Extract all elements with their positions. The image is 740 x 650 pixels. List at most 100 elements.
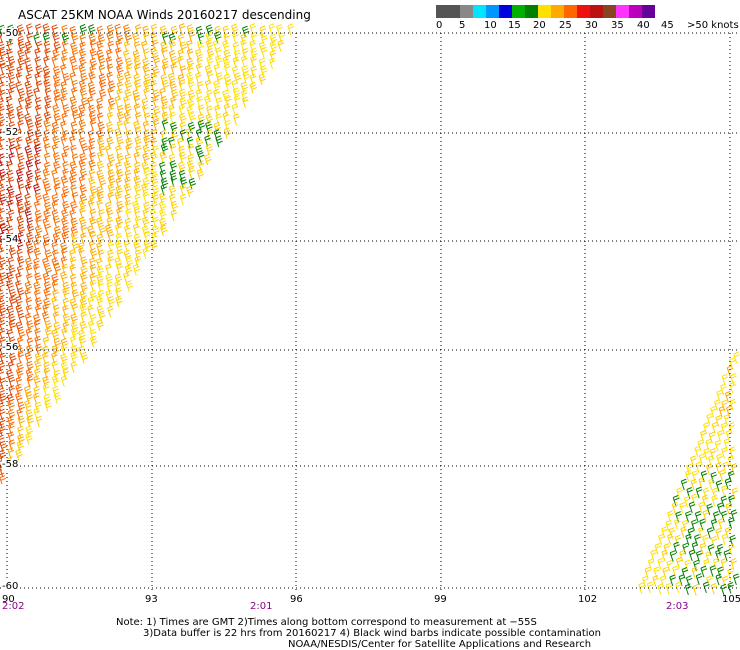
wind-barb <box>79 56 87 69</box>
wind-barb <box>52 249 59 261</box>
wind-barb <box>0 168 7 181</box>
wind-barb <box>26 273 33 285</box>
wind-barb <box>33 247 42 260</box>
wind-barb <box>709 565 717 577</box>
wind-barb <box>42 311 50 323</box>
wind-barb <box>151 232 158 245</box>
wind-barb <box>132 263 141 276</box>
wind-barb <box>170 121 178 134</box>
wind-barb <box>650 549 657 562</box>
wind-barb <box>161 103 168 116</box>
wind-barb <box>731 487 739 500</box>
wind-barb <box>675 557 683 569</box>
wind-barb <box>106 24 115 36</box>
wind-barb <box>79 289 87 302</box>
wind-barb <box>277 39 284 52</box>
wind-barb <box>81 97 89 109</box>
wind-barb <box>232 56 240 69</box>
wind-barb <box>69 55 77 68</box>
colorbar-label: 20 <box>533 20 546 31</box>
wind-barb <box>657 557 664 570</box>
wind-barb <box>132 223 140 235</box>
wind-barbs <box>0 23 740 596</box>
wind-barb <box>688 501 696 514</box>
wind-barb <box>96 273 104 285</box>
wind-barb <box>0 121 5 134</box>
wind-barb <box>214 104 221 117</box>
wind-barb <box>0 265 5 277</box>
wind-barb <box>675 581 682 594</box>
wind-barb <box>15 295 23 308</box>
wind-barb <box>114 273 123 286</box>
wind-barb <box>223 103 231 115</box>
wind-barb <box>96 103 103 116</box>
wind-barb <box>107 305 114 318</box>
lon-label-105: 105 <box>722 594 740 605</box>
wind-barb <box>35 40 43 53</box>
wind-barb <box>89 289 98 302</box>
wind-barb <box>168 136 175 149</box>
wind-barb <box>53 304 60 317</box>
wind-barb <box>96 319 104 331</box>
wind-barb <box>8 313 16 326</box>
wind-barb <box>0 440 8 453</box>
wind-barb <box>61 130 69 142</box>
wind-barb <box>107 105 115 117</box>
wind-barb <box>107 40 114 53</box>
colorbar <box>436 5 655 18</box>
wind-barb <box>33 263 40 276</box>
wind-barb <box>206 55 214 68</box>
wind-barb <box>89 216 97 228</box>
wind-barb <box>6 369 14 381</box>
wind-barb <box>26 360 34 373</box>
wind-barb <box>9 288 17 301</box>
wind-barb <box>169 111 176 124</box>
wind-barb <box>213 80 221 92</box>
wind-barb <box>43 40 51 53</box>
wind-barb <box>34 120 43 132</box>
wind-barb <box>661 526 668 538</box>
wind-barb <box>188 31 196 44</box>
wind-barb <box>123 111 132 123</box>
wind-barb <box>62 185 70 198</box>
colorbar-segment <box>590 5 603 18</box>
wind-barb <box>642 575 649 588</box>
wind-barb <box>178 103 186 116</box>
wind-barb <box>78 159 86 171</box>
wind-barb <box>646 581 654 594</box>
wind-barb <box>0 399 5 412</box>
wind-barb <box>151 191 159 204</box>
wind-barb <box>25 409 34 421</box>
wind-barb <box>250 31 258 44</box>
note-line-2: 3)Data buffer is 22 hrs from 20160217 4)… <box>143 628 601 639</box>
wind-barb <box>60 256 68 268</box>
wind-barb <box>720 558 728 570</box>
wind-barb <box>25 304 33 317</box>
wind-barb <box>723 549 731 562</box>
wind-barb <box>78 111 85 124</box>
wind-barb <box>34 225 43 237</box>
colorbar-label: 30 <box>585 20 598 31</box>
wind-barb <box>161 79 170 92</box>
wind-barb <box>33 386 40 398</box>
wind-barb <box>90 335 98 348</box>
wind-barb <box>160 73 167 86</box>
wind-barb <box>196 128 203 141</box>
wind-barb <box>26 217 33 229</box>
wind-barb <box>107 256 114 268</box>
wind-barb <box>44 103 51 116</box>
colorbar-segment <box>551 5 564 18</box>
wind-barb <box>51 360 59 373</box>
wind-barb <box>712 557 720 570</box>
wind-barb <box>53 112 61 125</box>
wind-barb <box>143 79 151 91</box>
wind-barb <box>215 97 223 110</box>
wind-barb <box>71 32 79 45</box>
wind-barb <box>78 79 87 92</box>
wind-barb <box>0 153 5 166</box>
wind-barb <box>186 185 194 198</box>
wind-barb <box>71 303 79 316</box>
wind-barb <box>223 49 231 61</box>
wind-barb <box>6 48 13 61</box>
time-label-left: 2:02 <box>2 601 25 612</box>
